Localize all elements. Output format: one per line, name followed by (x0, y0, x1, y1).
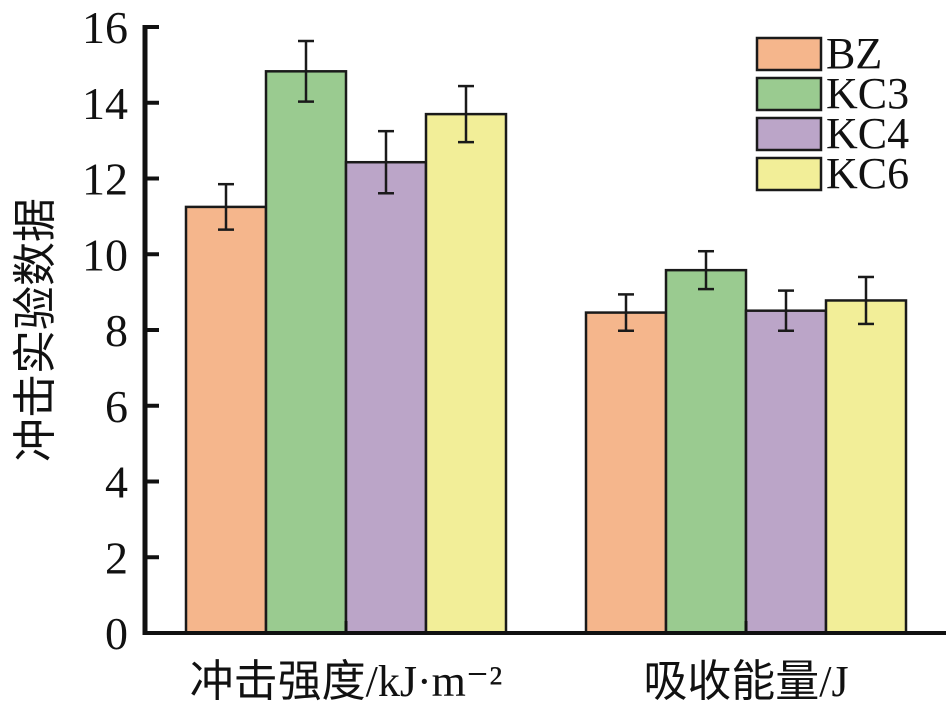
y-tick-label: 12 (82, 154, 128, 205)
y-tick-label: 16 (82, 2, 128, 53)
legend-swatch-kc4 (755, 116, 823, 152)
bar-kc3 (664, 268, 748, 635)
y-tick-label: 10 (82, 229, 128, 280)
legend-label-kc4: KC4 (826, 109, 909, 158)
y-tick-label: 0 (105, 608, 128, 659)
legend-label-kc3: KC3 (826, 69, 909, 118)
y-tick-label: 14 (82, 78, 128, 129)
bar-bz (584, 311, 668, 635)
legend-swatch-kc3 (755, 76, 823, 112)
x-tick-label: 冲击强度/kJ·m⁻² (190, 657, 503, 706)
y-tick-label: 4 (105, 457, 128, 508)
y-tick-label: 6 (105, 381, 128, 432)
bar-kc6 (424, 112, 508, 635)
y-tick-label: 8 (105, 305, 128, 356)
legend-label-bz: BZ (826, 29, 882, 78)
bar-bz (184, 205, 268, 635)
y-tick-label: 2 (105, 532, 128, 583)
legend-swatch-kc6 (755, 156, 823, 192)
bar-kc6 (824, 299, 908, 635)
x-tick-label: 吸收能量/J (643, 657, 848, 706)
bar-kc3 (264, 70, 348, 635)
bar-kc4 (344, 160, 428, 635)
bar-kc4 (744, 309, 828, 635)
legend-swatch-bz (755, 36, 823, 72)
legend-label-kc6: KC6 (826, 149, 909, 198)
y-axis-label: 冲击实验数据 (11, 198, 60, 462)
